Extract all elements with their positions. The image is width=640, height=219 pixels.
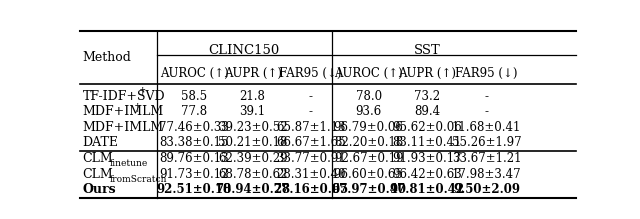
Text: CLM: CLM <box>83 168 113 181</box>
Text: 33.67±1.21: 33.67±1.21 <box>452 152 522 165</box>
Text: 95.62±0.06: 95.62±0.06 <box>392 121 462 134</box>
Text: 33.77±0.91: 33.77±0.91 <box>276 152 346 165</box>
Text: 97.81±0.42: 97.81±0.42 <box>390 184 465 196</box>
Text: AUROC (↑): AUROC (↑) <box>160 67 228 80</box>
Text: 78.0: 78.0 <box>356 90 381 103</box>
Text: AUPR (↑): AUPR (↑) <box>398 67 456 80</box>
Text: finetune: finetune <box>109 159 147 168</box>
Text: 92.67±0.19: 92.67±0.19 <box>334 152 403 165</box>
Text: 27.16±0.65: 27.16±0.65 <box>273 184 348 196</box>
Text: 93.6: 93.6 <box>356 105 382 118</box>
Text: CLINC150: CLINC150 <box>208 44 279 57</box>
Text: -: - <box>484 90 489 103</box>
Text: 96.60±0.65: 96.60±0.65 <box>333 168 404 181</box>
Text: 89.4: 89.4 <box>414 105 440 118</box>
Text: 92.51±0.18: 92.51±0.18 <box>157 184 232 196</box>
Text: 39.1: 39.1 <box>239 105 266 118</box>
Text: 68.78±0.62: 68.78±0.62 <box>218 168 287 181</box>
Text: fromScratch: fromScratch <box>109 175 167 184</box>
Text: SST: SST <box>414 44 440 57</box>
Text: 28.31±0.40: 28.31±0.40 <box>276 168 346 181</box>
Text: MDF+IMLM: MDF+IMLM <box>83 105 164 118</box>
Text: TF-IDF+SVD: TF-IDF+SVD <box>83 90 165 103</box>
Text: 21.8: 21.8 <box>239 90 266 103</box>
Text: 55.26±1.97: 55.26±1.97 <box>452 136 522 149</box>
Text: 70.94±0.78: 70.94±0.78 <box>215 184 290 196</box>
Text: 83.11±0.41: 83.11±0.41 <box>392 136 462 149</box>
Text: 82.20±0.18: 82.20±0.18 <box>334 136 403 149</box>
Text: †: † <box>134 102 140 113</box>
Text: 17.98±3.47: 17.98±3.47 <box>452 168 522 181</box>
Text: 96.42±0.63: 96.42±0.63 <box>392 168 462 181</box>
Text: MDF+IMLM: MDF+IMLM <box>83 121 164 134</box>
Text: 89.76±0.13: 89.76±0.13 <box>159 152 229 165</box>
Text: 50.21±0.18: 50.21±0.18 <box>218 136 287 149</box>
Text: 11.68±0.41: 11.68±0.41 <box>452 121 522 134</box>
Text: 9.50±2.09: 9.50±2.09 <box>453 184 520 196</box>
Text: 77.8: 77.8 <box>181 105 207 118</box>
Text: 58.5: 58.5 <box>181 90 207 103</box>
Text: Ours: Ours <box>83 184 116 196</box>
Text: -: - <box>484 105 489 118</box>
Text: Method: Method <box>83 51 131 64</box>
Text: AUPR (↑): AUPR (↑) <box>223 67 282 80</box>
Text: FAR95 (↓): FAR95 (↓) <box>280 67 342 80</box>
Text: -: - <box>308 90 312 103</box>
Text: †: † <box>140 87 145 97</box>
Text: DATE: DATE <box>83 136 118 149</box>
Text: 77.46±0.33: 77.46±0.33 <box>159 121 229 134</box>
Text: 39.23±0.52: 39.23±0.52 <box>218 121 287 134</box>
Text: 65.87±1.13: 65.87±1.13 <box>276 121 346 134</box>
Text: 91.73±0.12: 91.73±0.12 <box>159 168 229 181</box>
Text: FAR95 (↓): FAR95 (↓) <box>456 67 518 80</box>
Text: 73.2: 73.2 <box>414 90 440 103</box>
Text: 83.38±0.15: 83.38±0.15 <box>159 136 229 149</box>
Text: 97.97±0.40: 97.97±0.40 <box>331 184 406 196</box>
Text: 96.79±0.06: 96.79±0.06 <box>333 121 404 134</box>
Text: 91.93±0.17: 91.93±0.17 <box>392 152 462 165</box>
Text: AUROC (↑): AUROC (↑) <box>334 67 403 80</box>
Text: -: - <box>308 105 312 118</box>
Text: CLM: CLM <box>83 152 113 165</box>
Text: 62.39±0.29: 62.39±0.29 <box>218 152 287 165</box>
Text: 66.67±1.65: 66.67±1.65 <box>276 136 346 149</box>
